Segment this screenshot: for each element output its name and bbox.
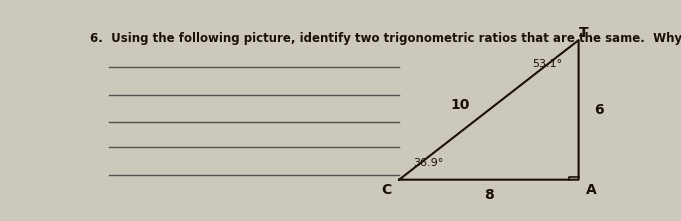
Text: 6: 6 [594,103,603,117]
Text: 8: 8 [484,188,494,202]
Text: 10: 10 [450,98,469,112]
Text: 6.  Using the following picture, identify two trigonometric ratios that are the : 6. Using the following picture, identify… [91,32,681,45]
Text: 53.1°: 53.1° [532,59,562,69]
Text: T: T [579,26,588,40]
Text: A: A [586,183,597,197]
Text: C: C [381,183,391,197]
Text: 36.9°: 36.9° [413,158,443,168]
